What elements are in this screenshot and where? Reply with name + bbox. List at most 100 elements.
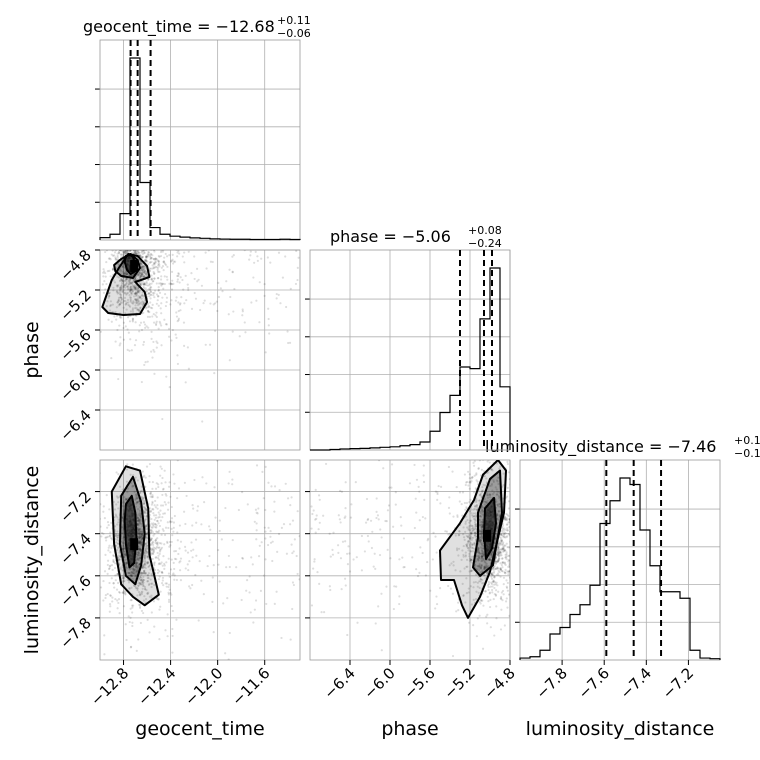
sample-point xyxy=(166,635,169,638)
sample-point xyxy=(140,489,144,492)
sample-point xyxy=(480,570,483,574)
sample-point xyxy=(136,554,139,557)
sample-point xyxy=(148,284,151,287)
sample-point xyxy=(152,211,154,213)
sample-point xyxy=(119,300,122,303)
sample-point xyxy=(146,309,150,313)
sample-point xyxy=(166,218,168,220)
sample-point xyxy=(145,259,148,262)
sample-point xyxy=(469,585,472,588)
sample-point xyxy=(150,596,153,599)
sample-point xyxy=(155,242,157,244)
sample-point xyxy=(161,205,163,207)
sample-point xyxy=(108,246,110,248)
sample-point xyxy=(476,558,479,561)
sample-point xyxy=(224,652,227,655)
sample-point xyxy=(142,321,146,324)
sample-point xyxy=(248,258,251,261)
sample-point xyxy=(146,618,149,621)
sample-point xyxy=(135,250,138,252)
sample-point xyxy=(531,567,533,569)
sample-point xyxy=(542,528,544,530)
sample-point xyxy=(131,282,134,285)
sample-point xyxy=(124,273,128,276)
sample-point xyxy=(140,265,144,268)
sample-point xyxy=(403,565,406,569)
sample-point xyxy=(217,295,221,299)
sample-point xyxy=(249,211,251,213)
sample-point xyxy=(124,251,128,254)
sample-point xyxy=(132,484,135,488)
sample-point xyxy=(138,519,141,522)
sample-point xyxy=(120,247,122,249)
sample-point xyxy=(122,306,125,309)
contour-line-0 xyxy=(123,494,138,569)
sample-point xyxy=(118,303,121,306)
sample-point xyxy=(157,295,160,298)
sample-point xyxy=(472,624,475,627)
sample-point xyxy=(122,547,125,550)
sample-point xyxy=(94,234,96,236)
sample-point xyxy=(141,294,144,297)
sample-point xyxy=(132,232,134,234)
sample-point xyxy=(514,518,516,520)
sample-point xyxy=(489,573,492,576)
sample-point xyxy=(176,255,179,258)
sample-point xyxy=(133,251,137,254)
sample-point xyxy=(162,203,164,205)
sample-point xyxy=(159,244,161,246)
sample-point xyxy=(474,524,477,527)
sample-point xyxy=(513,521,515,523)
sample-point xyxy=(147,304,151,307)
sample-point xyxy=(286,497,290,500)
sample-point xyxy=(115,471,118,474)
sample-point xyxy=(507,471,510,474)
sample-point xyxy=(232,310,235,313)
sample-point xyxy=(126,233,128,235)
sample-point xyxy=(166,246,168,248)
sample-point xyxy=(188,229,190,231)
sample-point xyxy=(477,556,481,559)
sample-point xyxy=(151,549,154,552)
sample-point xyxy=(132,230,134,232)
sample-point xyxy=(138,537,141,540)
sample-point xyxy=(125,285,129,288)
sample-point xyxy=(486,496,490,499)
sample-point xyxy=(112,237,114,239)
sample-point xyxy=(502,472,505,475)
sample-point xyxy=(480,559,483,563)
sample-point xyxy=(158,524,162,528)
panel-content xyxy=(100,460,300,660)
sample-point xyxy=(295,250,298,253)
sample-point xyxy=(461,514,464,517)
sample-point xyxy=(136,557,139,560)
sample-point xyxy=(147,591,150,594)
sample-point xyxy=(113,562,117,565)
sample-point xyxy=(126,233,128,235)
sample-point xyxy=(162,260,166,263)
sample-point xyxy=(141,269,144,272)
sample-point xyxy=(209,528,212,531)
sample-point xyxy=(100,525,102,528)
sample-point xyxy=(101,240,103,242)
sample-point xyxy=(497,559,501,562)
sample-point xyxy=(118,551,121,554)
sample-point xyxy=(109,300,113,303)
sample-point xyxy=(170,260,173,263)
sample-point xyxy=(465,501,469,505)
sample-point xyxy=(104,553,107,556)
sample-point xyxy=(154,523,157,526)
sample-point xyxy=(267,324,270,327)
sample-point xyxy=(491,591,494,594)
sample-point xyxy=(151,500,154,503)
sample-point xyxy=(106,526,109,529)
sample-point xyxy=(492,480,495,483)
sample-point xyxy=(478,514,482,518)
sample-point xyxy=(480,490,484,493)
sample-point xyxy=(140,256,143,259)
sample-point xyxy=(160,283,163,286)
sample-point xyxy=(107,222,109,224)
sample-point xyxy=(119,253,123,256)
sample-point xyxy=(141,567,144,570)
sample-point xyxy=(490,575,493,578)
